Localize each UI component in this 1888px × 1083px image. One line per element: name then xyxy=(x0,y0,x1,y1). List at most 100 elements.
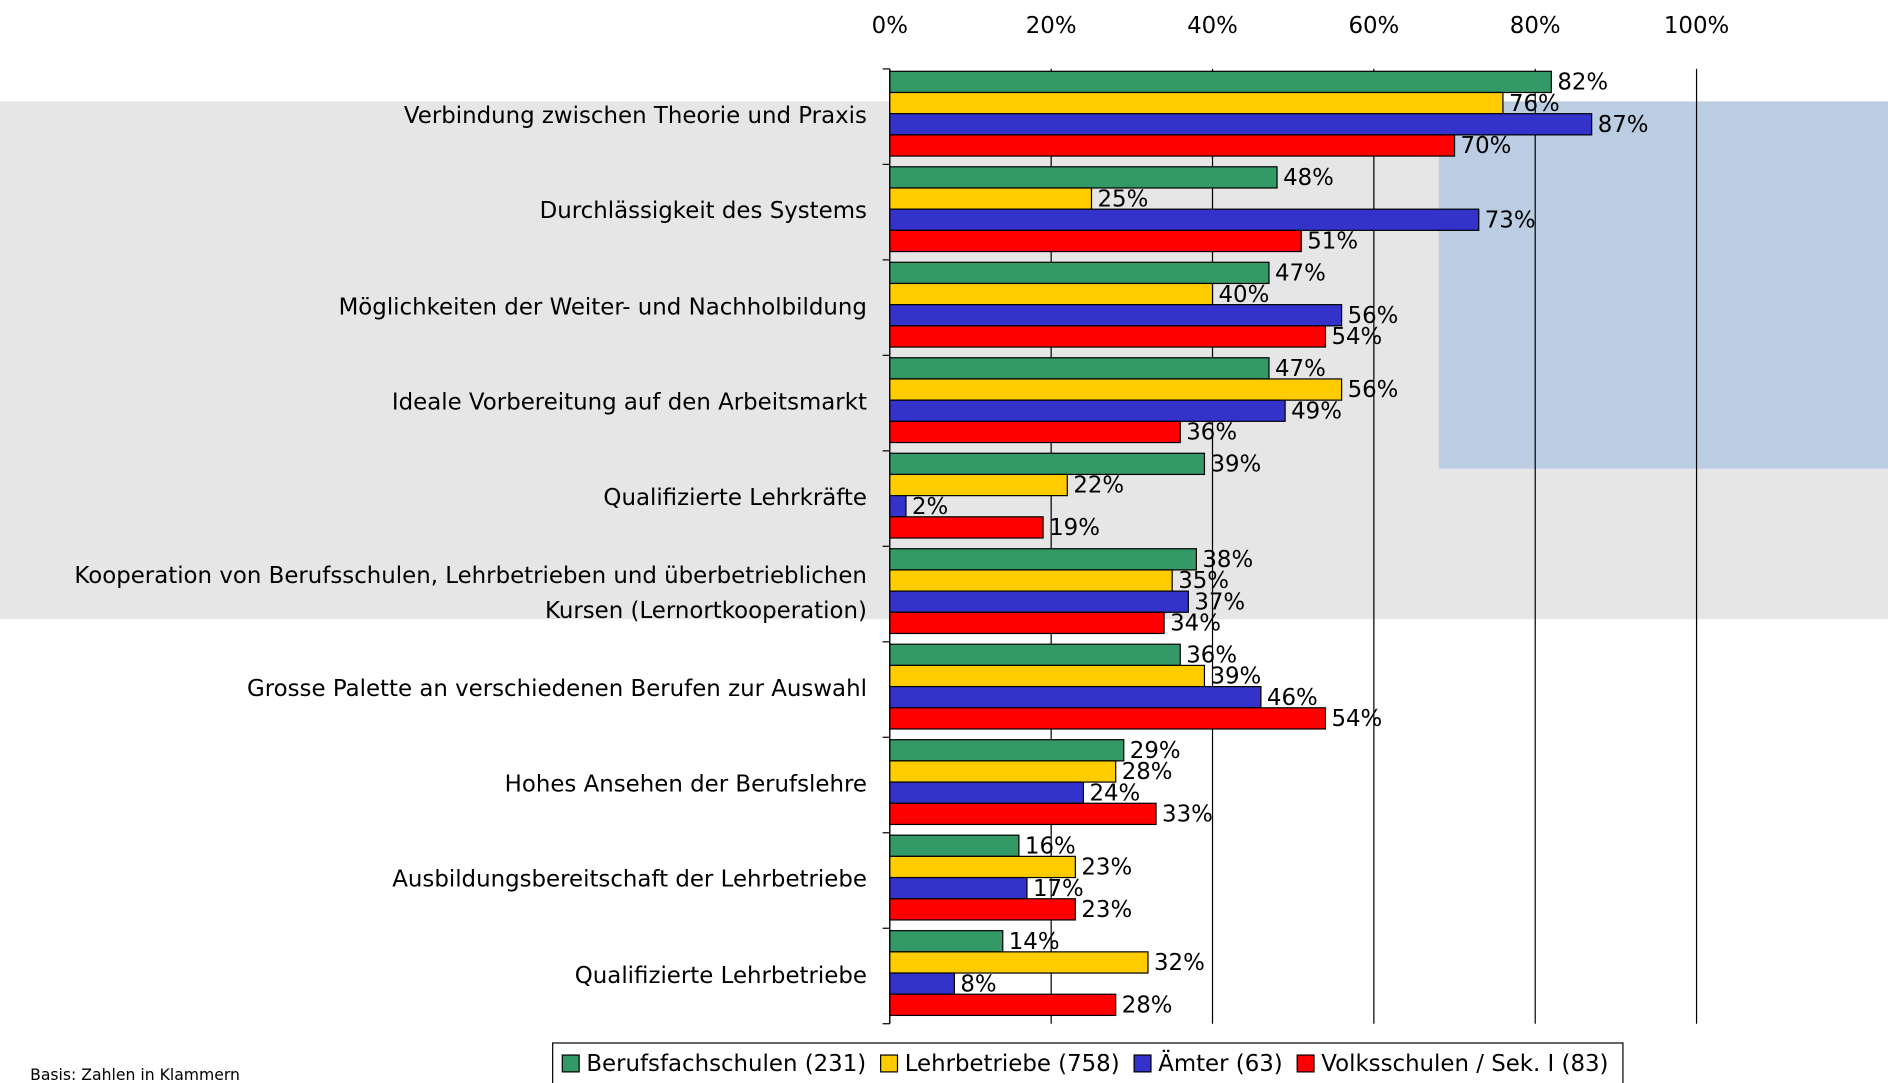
bar xyxy=(889,420,1181,444)
data-label: 54% xyxy=(1331,706,1382,732)
category-label-text: Kooperation von Berufsschulen, Lehrbetri… xyxy=(74,562,867,625)
category-label: Hohes Ansehen der Berufslehre xyxy=(504,770,867,798)
x-tick-label: 80% xyxy=(1510,13,1561,39)
data-label: 2% xyxy=(912,494,948,520)
category-label-text: Qualifizierte Lehrbetriebe xyxy=(574,961,867,989)
bar xyxy=(889,834,1020,857)
bar xyxy=(889,951,1149,974)
data-label: 28% xyxy=(1122,759,1173,785)
category-label: Qualifizierte Lehrbetriebe xyxy=(574,961,867,989)
x-tick-label: 0% xyxy=(872,13,908,39)
bar xyxy=(889,495,907,518)
category-label: Grosse Palette an verschiedenen Berufen … xyxy=(247,675,867,702)
bar xyxy=(889,357,1270,380)
bar xyxy=(889,208,1480,231)
bar xyxy=(889,930,1004,953)
bar xyxy=(889,187,1093,210)
bar xyxy=(889,166,1278,189)
data-label: 73% xyxy=(1485,207,1536,233)
bar xyxy=(889,685,1262,709)
category-label: Durchlässigkeit des Systems xyxy=(539,197,867,225)
data-label: 56% xyxy=(1348,303,1399,329)
bar xyxy=(889,399,1286,422)
legend-label: Berufsfachschulen (231) xyxy=(586,1051,866,1077)
bar xyxy=(889,378,1343,401)
data-label: 48% xyxy=(1283,165,1334,191)
category-label-text: Grosse Palette an verschiedenen Berufen … xyxy=(247,675,867,702)
category-label-text: Ausbildungsbereitschaft der Lehrbetriebe xyxy=(392,866,867,893)
data-label: 70% xyxy=(1461,133,1512,159)
background-banner xyxy=(1438,101,1888,469)
bar xyxy=(889,70,1552,94)
bar xyxy=(889,516,1044,539)
bar xyxy=(889,760,1117,783)
category-label-text: Verbindung zwischen Theorie und Praxis xyxy=(403,102,867,130)
data-label: 8% xyxy=(960,971,996,997)
data-label: 32% xyxy=(1154,950,1205,976)
data-label: 14% xyxy=(1009,929,1060,955)
bar xyxy=(889,229,1302,253)
bar xyxy=(889,972,955,995)
bar xyxy=(889,898,1076,921)
data-label: 76% xyxy=(1509,91,1560,117)
bar xyxy=(889,876,1028,900)
bar xyxy=(889,304,1343,327)
bar xyxy=(889,855,1076,879)
bar xyxy=(889,134,1456,157)
category-label-text: Durchlässigkeit des Systems xyxy=(539,197,867,225)
category-label: Kooperation von Berufsschulen, Lehrbetri… xyxy=(74,562,867,625)
category-label: Ideale Vorbereitung auf den Arbeitsmarkt xyxy=(391,388,867,416)
category-label: Möglichkeiten der Weiter- und Nachholbil… xyxy=(338,293,867,320)
data-label: 40% xyxy=(1219,282,1270,308)
category-label-text: Ideale Vorbereitung auf den Arbeitsmarkt xyxy=(391,388,867,416)
bar xyxy=(889,802,1157,826)
data-label: 37% xyxy=(1194,589,1245,615)
data-label: 46% xyxy=(1267,685,1318,711)
data-label: 25% xyxy=(1098,186,1149,212)
x-tick-label: 60% xyxy=(1348,13,1399,39)
data-label: 47% xyxy=(1275,261,1326,287)
legend-swatch xyxy=(561,1054,580,1073)
data-label: 82% xyxy=(1557,70,1608,96)
data-label: 23% xyxy=(1081,897,1132,923)
bar xyxy=(889,569,1173,592)
bar xyxy=(889,473,1068,497)
data-label: 56% xyxy=(1348,377,1399,403)
data-label: 36% xyxy=(1186,643,1237,669)
data-label: 23% xyxy=(1081,855,1132,881)
bar xyxy=(889,707,1327,730)
data-label: 39% xyxy=(1210,664,1261,690)
bar xyxy=(889,993,1117,1017)
legend-box xyxy=(552,1042,1624,1083)
category-label: Ausbildungsbereitschaft der Lehrbetriebe xyxy=(392,866,867,893)
bar xyxy=(889,325,1327,348)
legend-label: Ämter (63) xyxy=(1158,1049,1283,1077)
data-label: 19% xyxy=(1049,515,1100,541)
bar xyxy=(889,548,1197,571)
bar xyxy=(889,664,1206,688)
x-tick-label: 20% xyxy=(1026,13,1077,39)
data-label: 24% xyxy=(1089,780,1140,806)
data-label: 29% xyxy=(1130,738,1181,764)
legend-swatch xyxy=(1133,1054,1152,1073)
data-label: 47% xyxy=(1275,356,1326,382)
bar xyxy=(889,739,1125,762)
bar xyxy=(889,261,1270,285)
category-label-text: Qualifizierte Lehrkräfte xyxy=(603,484,867,511)
category-label-text: Hohes Ansehen der Berufslehre xyxy=(504,770,867,798)
data-label: 49% xyxy=(1291,398,1342,424)
data-label: 51% xyxy=(1307,229,1358,255)
legend-label: Volksschulen / Sek. I (83) xyxy=(1321,1051,1608,1077)
x-tick-label: 100% xyxy=(1664,13,1729,39)
data-label: 36% xyxy=(1186,420,1237,446)
x-tick-label: 40% xyxy=(1187,13,1238,39)
footnote: Basis: Zahlen in Klammern xyxy=(30,1065,240,1083)
data-label: 34% xyxy=(1170,611,1221,637)
data-label: 54% xyxy=(1331,324,1382,350)
bar xyxy=(889,590,1189,613)
data-label: 16% xyxy=(1025,833,1076,859)
bar xyxy=(889,643,1181,667)
data-label: 17% xyxy=(1033,876,1084,902)
category-label-text: Möglichkeiten der Weiter- und Nachholbil… xyxy=(338,293,867,320)
